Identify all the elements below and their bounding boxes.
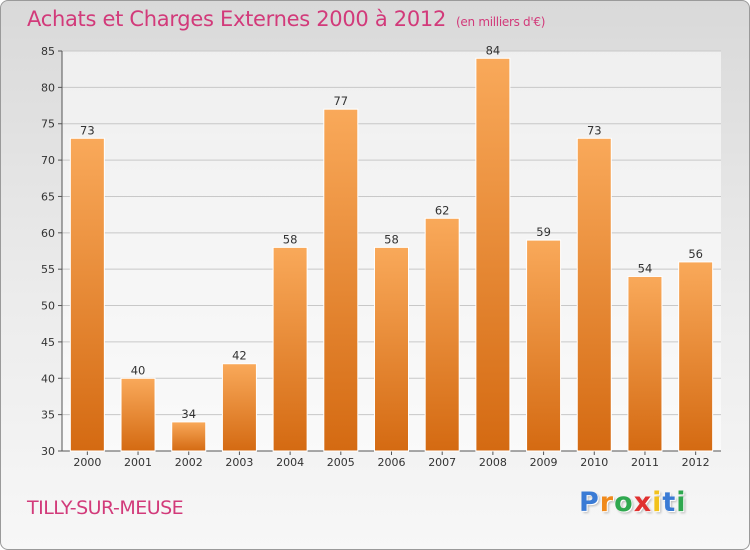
data-label: 58 xyxy=(283,232,298,246)
bar xyxy=(69,137,105,452)
y-tick-label: 85 xyxy=(41,45,55,58)
data-label: 73 xyxy=(80,123,95,137)
logo-letter: o xyxy=(614,487,634,518)
data-label: 42 xyxy=(232,349,247,363)
data-label: 84 xyxy=(486,43,501,57)
y-tick-label: 55 xyxy=(41,263,55,276)
bar xyxy=(678,261,714,452)
bar xyxy=(171,421,207,452)
data-label: 77 xyxy=(333,94,348,108)
data-label: 56 xyxy=(688,247,703,261)
y-tick-label: 70 xyxy=(41,154,55,167)
y-tick-label: 45 xyxy=(41,336,55,349)
data-label: 59 xyxy=(536,225,551,239)
x-tick-label: 2001 xyxy=(124,456,152,469)
y-tick-label: 60 xyxy=(41,227,55,240)
logo-letter: i xyxy=(676,487,687,518)
city-name: TILLY-SUR-MEUSE xyxy=(27,497,184,519)
x-tick-label: 2004 xyxy=(276,456,304,469)
bar xyxy=(576,137,612,452)
x-tick-label: 2010 xyxy=(580,456,608,469)
logo-letter: r xyxy=(599,487,615,518)
x-tick-label: 2012 xyxy=(682,456,710,469)
data-label: 34 xyxy=(181,407,196,421)
x-tick-label: 2011 xyxy=(631,456,659,469)
chart-title-text: Achats et Charges Externes 2000 à 2012 xyxy=(27,7,447,31)
x-tick-label: 2000 xyxy=(73,456,101,469)
bar xyxy=(374,246,409,452)
y-tick-label: 30 xyxy=(41,445,55,458)
x-tick-label: 2002 xyxy=(175,456,203,469)
bar xyxy=(221,363,257,452)
logo-letter: t xyxy=(662,487,677,518)
y-tick-label: 75 xyxy=(41,118,55,131)
data-label: 62 xyxy=(435,203,450,217)
x-tick-label: 2005 xyxy=(327,456,355,469)
logo-letter: P xyxy=(579,487,600,518)
y-tick-labels: 30 35 40 45 50 55 60 65 70 75 80 85 xyxy=(41,45,55,458)
bar xyxy=(424,217,460,452)
x-tick-labels: 2000 2001 2002 2003 2004 2005 2006 2007 2008 2009… xyxy=(73,456,709,469)
bars xyxy=(69,57,714,452)
y-tick-label: 65 xyxy=(41,190,55,203)
x-tick-label: 2009 xyxy=(530,456,558,469)
y-tick-label: 50 xyxy=(41,300,55,313)
chart-title: Achats et Charges Externes 2000 à 2012 (e… xyxy=(27,7,545,31)
y-tick-label: 40 xyxy=(41,372,55,385)
proxiti-logo: Proxiti xyxy=(579,487,687,518)
bar xyxy=(323,108,359,452)
x-tick-label: 2003 xyxy=(225,456,253,469)
bar xyxy=(272,246,308,452)
logo-letter: i xyxy=(652,487,663,518)
y-tick-label: 35 xyxy=(41,409,55,422)
x-tick-label: 2008 xyxy=(479,456,507,469)
logo-letter: x xyxy=(633,487,653,518)
chart-subtitle: (en milliers d'€) xyxy=(456,15,546,29)
bar xyxy=(475,57,511,452)
y-tick-label: 80 xyxy=(41,81,55,94)
bar xyxy=(526,239,562,452)
bar xyxy=(627,275,663,452)
data-label: 54 xyxy=(638,261,653,275)
data-labels: 73 40 34 42 58 77 58 62 84 59 73 54 56 xyxy=(80,43,703,421)
data-label: 73 xyxy=(587,123,602,137)
bar xyxy=(120,377,156,452)
x-tick-label: 2007 xyxy=(428,456,456,469)
data-label: 58 xyxy=(384,232,399,246)
data-label: 40 xyxy=(131,363,146,377)
x-tick-label: 2006 xyxy=(378,456,406,469)
